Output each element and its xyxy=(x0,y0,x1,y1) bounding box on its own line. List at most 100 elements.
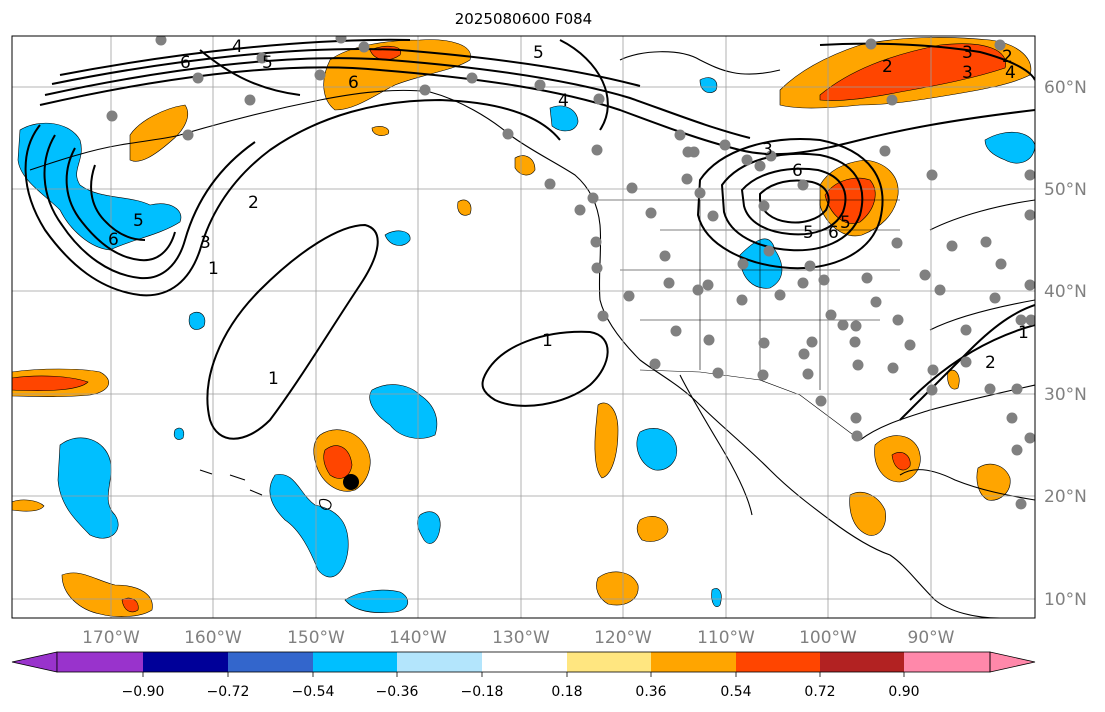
strong-anomaly-core xyxy=(12,375,89,392)
colorbar-tick-label: 0.72 xyxy=(804,684,835,700)
colorbar-segment xyxy=(736,652,820,672)
contour-label: 5 xyxy=(133,211,144,231)
contour-label: 2 xyxy=(985,353,996,373)
anomaly-fills xyxy=(12,37,1035,617)
negative-anomaly-patch xyxy=(699,77,718,93)
contour-label: 6 xyxy=(180,53,191,73)
colorbar-segment xyxy=(397,652,482,672)
longitude-labels: 170°W 160°W 150°W 140°W 130°W 120°W 110°… xyxy=(82,628,955,648)
longitude-label: 100°W xyxy=(799,628,857,648)
map-frame xyxy=(11,35,1036,619)
latitude-label: 50°N xyxy=(1044,180,1087,200)
colorbar-segment xyxy=(143,652,228,672)
longitude-label: 120°W xyxy=(594,628,652,648)
positive-anomaly-patch xyxy=(12,499,45,512)
contour-label: 3 xyxy=(200,233,211,253)
positive-anomaly-patch xyxy=(129,104,189,162)
positive-anomaly-patch xyxy=(371,126,390,136)
negative-anomaly-patch xyxy=(636,428,678,471)
latitude-label: 60°N xyxy=(1044,78,1087,98)
negative-anomaly-patch xyxy=(384,230,411,246)
contour-label: 1 xyxy=(268,369,279,389)
map-title: 2025080600 F084 xyxy=(454,10,593,28)
colorbar: −0.90 −0.72 −0.54 −0.36 −0.18 0.18 0.36 … xyxy=(11,651,1036,700)
longitude-label: 170°W xyxy=(82,628,140,648)
longitude-label: 110°W xyxy=(697,628,755,648)
negative-anomaly-patch xyxy=(188,311,206,330)
colorbar-segment xyxy=(228,652,313,672)
latitude-label: 40°N xyxy=(1044,282,1087,302)
colorbar-segment xyxy=(651,652,736,672)
strong-anomaly-core xyxy=(891,452,911,471)
strong-anomaly-core xyxy=(323,445,353,479)
negative-anomaly-patch xyxy=(269,474,349,578)
strong-anomaly-core xyxy=(819,43,1006,101)
contour-label: 5 xyxy=(262,53,273,73)
longitude-label: 90°W xyxy=(908,628,955,648)
contour-label: 6 xyxy=(828,223,839,243)
colorbar-tick-label: −0.90 xyxy=(122,684,165,700)
contour-label: 4 xyxy=(232,37,243,57)
colorbar-tick-label: −0.36 xyxy=(376,684,419,700)
colorbar-tick-label: −0.72 xyxy=(207,684,250,700)
station-markers xyxy=(106,36,1035,510)
positive-anomaly-patch xyxy=(976,463,1011,501)
colorbar-max-extension xyxy=(989,651,1036,673)
negative-anomaly-patch xyxy=(17,122,182,251)
colorbar-segment xyxy=(57,652,143,672)
negative-anomaly-patch xyxy=(173,427,185,440)
negative-anomaly-patch xyxy=(984,131,1035,164)
contour-label: 5 xyxy=(840,213,851,233)
latitude-labels: 60°N 50°N 40°N 30°N 20°N 10°N xyxy=(1044,78,1087,610)
positive-anomaly-patch xyxy=(636,516,669,542)
contour-label: 6 xyxy=(108,230,119,250)
colorbar-segment xyxy=(904,652,990,672)
contour-label: 3 xyxy=(762,140,773,160)
strong-anomaly-core xyxy=(121,597,139,613)
colorbar-tick-label: 0.54 xyxy=(720,684,751,700)
longitude-label: 140°W xyxy=(389,628,447,648)
contour-label: 4 xyxy=(1005,63,1016,83)
contour-label: 4 xyxy=(558,91,569,111)
colorbar-tick-label: 0.18 xyxy=(551,684,582,700)
contour-label: 2 xyxy=(882,57,893,77)
colorbar-tick-label: −0.18 xyxy=(461,684,504,700)
highlight-point-marker xyxy=(343,474,359,490)
positive-anomaly-patch xyxy=(594,402,619,479)
positive-anomaly-patch xyxy=(596,571,639,606)
latitude-label: 10°N xyxy=(1044,590,1087,610)
negative-anomaly-patch xyxy=(711,588,722,608)
longitude-label: 130°W xyxy=(492,628,550,648)
contour-label: 1 xyxy=(208,259,219,279)
latitude-label: 30°N xyxy=(1044,385,1087,405)
negative-anomaly-patch xyxy=(549,105,579,132)
contour-label: 2 xyxy=(248,193,259,213)
contour-label: 6 xyxy=(792,161,803,181)
colorbar-tick-label: 0.90 xyxy=(888,684,919,700)
positive-anomaly-patch xyxy=(457,199,472,216)
negative-anomaly-patch xyxy=(369,384,438,439)
contour-label: 2 xyxy=(1002,47,1013,67)
positive-anomaly-patch xyxy=(514,155,536,176)
contour-label: 6 xyxy=(348,73,359,93)
positive-anomaly-patch xyxy=(849,491,886,536)
colorbar-tick-label: 0.36 xyxy=(635,684,666,700)
latitude-label: 20°N xyxy=(1044,487,1087,507)
colorbar-segment xyxy=(567,652,651,672)
contour-label: 1 xyxy=(1018,323,1029,343)
colorbar-min-extension xyxy=(11,651,58,673)
contour-lines xyxy=(24,38,1035,440)
colorbar-segment xyxy=(313,652,397,672)
contour-label: 5 xyxy=(533,43,544,63)
negative-anomaly-patch xyxy=(57,437,119,539)
negative-anomaly-patch xyxy=(344,589,408,613)
contour-label: 3 xyxy=(962,63,973,83)
contour-label: 3 xyxy=(962,43,973,63)
colorbar-tick-label: −0.54 xyxy=(292,684,335,700)
contour-label: 1 xyxy=(542,331,553,351)
graticule xyxy=(12,36,1035,618)
longitude-label: 160°W xyxy=(184,628,242,648)
contour-label: 5 xyxy=(803,223,814,243)
contour-labels: 6 4 5 5 4 6 2 3 2 3 4 5 6 2 3 1 5 6 3 6 … xyxy=(108,37,1029,389)
